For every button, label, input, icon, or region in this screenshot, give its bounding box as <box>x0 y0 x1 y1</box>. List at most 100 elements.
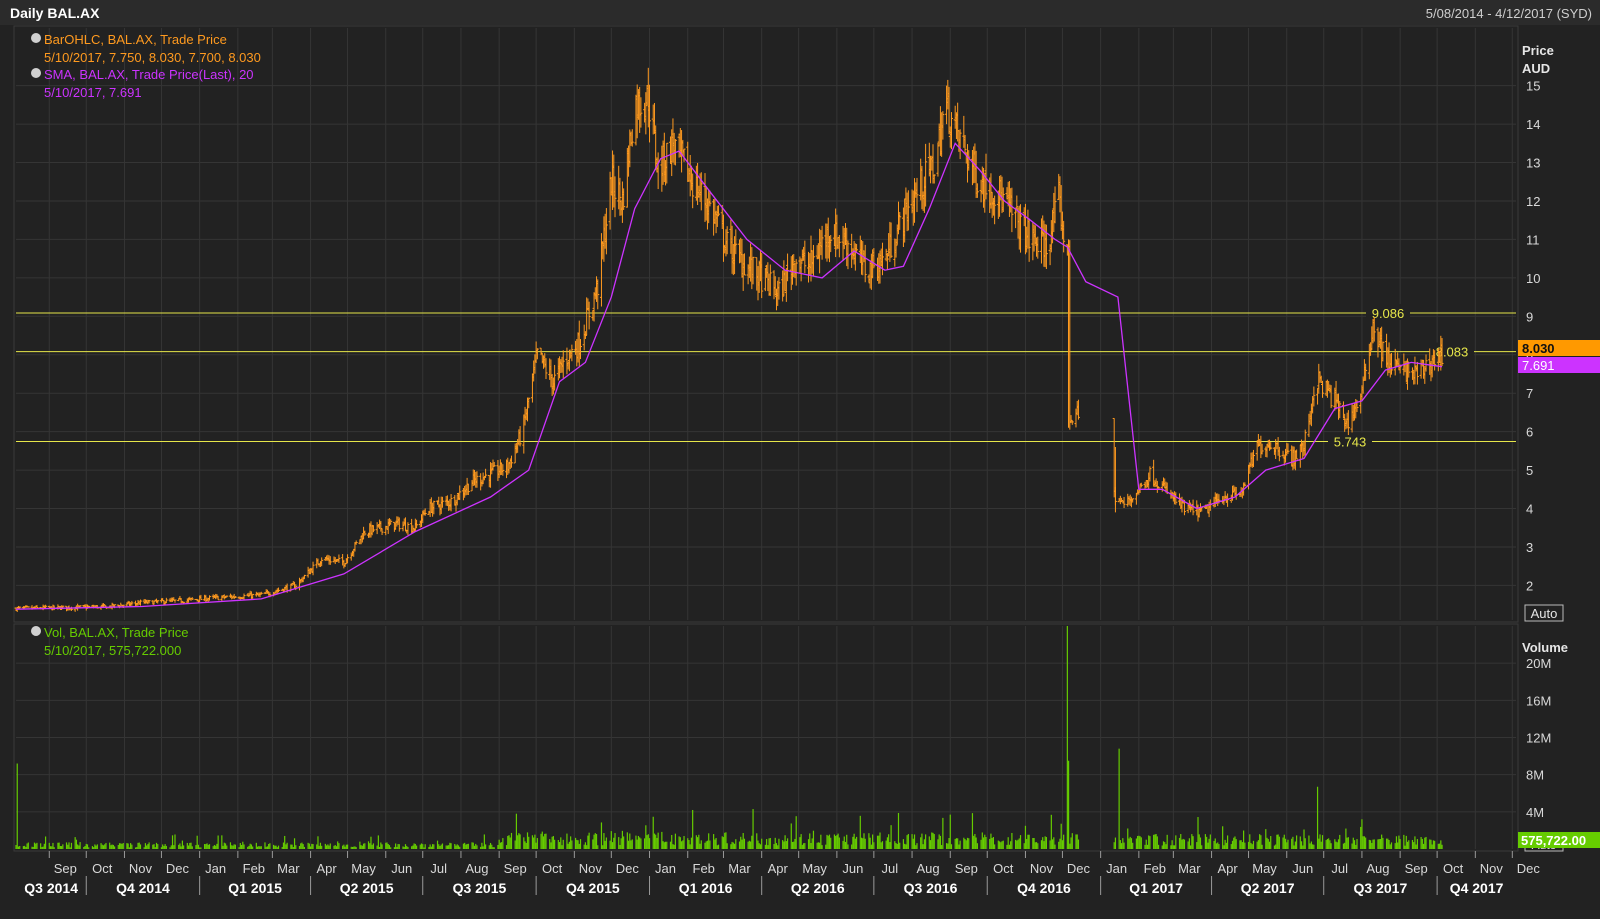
quarter-label: Q3 2014 <box>24 880 78 896</box>
price-tick-label: 2 <box>1526 578 1533 593</box>
volume-tick-label: 12M <box>1526 731 1551 746</box>
price-tick-label: 15 <box>1526 79 1540 94</box>
quarter-label: Q4 2016 <box>1017 880 1071 896</box>
month-label: Jun <box>391 861 412 876</box>
volume-axis-title: Volume <box>1522 640 1568 655</box>
volume-tick-label: 4M <box>1526 805 1544 820</box>
month-label: Dec <box>1067 861 1091 876</box>
month-label: Jun <box>1292 861 1313 876</box>
last-volume-tag-text: 575,722.00 <box>1521 833 1586 848</box>
vol-legend-icon[interactable] <box>31 626 41 636</box>
volume-tick-label: 16M <box>1526 693 1551 708</box>
sma-legend-title: SMA, BAL.AX, Trade Price(Last), 20 <box>44 67 254 82</box>
price-tick-label: 6 <box>1526 425 1533 440</box>
month-label: Nov <box>579 861 603 876</box>
month-label: Nov <box>1030 861 1054 876</box>
horizontal-level-label: 9.086 <box>1372 306 1405 321</box>
month-label: Jul <box>1331 861 1348 876</box>
price-tick-label: 9 <box>1526 309 1533 324</box>
price-auto-label: Auto <box>1531 606 1558 621</box>
month-label: Aug <box>465 861 488 876</box>
quarter-label: Q1 2017 <box>1129 880 1183 896</box>
quarter-label: Q4 2014 <box>116 880 170 896</box>
volume-bars <box>15 626 1443 849</box>
month-label: May <box>351 861 376 876</box>
price-tick-label: 4 <box>1526 502 1533 517</box>
date-range: 5/08/2014 - 4/12/2017 (SYD) <box>1426 6 1592 21</box>
month-label: May <box>1252 861 1277 876</box>
month-label: Dec <box>1517 861 1541 876</box>
ohlc-legend-icon[interactable] <box>31 33 41 43</box>
month-label: Apr <box>768 861 789 876</box>
quarter-label: Q2 2016 <box>791 880 845 896</box>
month-label: Feb <box>243 861 265 876</box>
last-volume-tag <box>1518 832 1600 848</box>
last-price-tag-text: 8.030 <box>1522 341 1555 356</box>
quarter-label: Q3 2015 <box>453 880 507 896</box>
month-label: Oct <box>993 861 1014 876</box>
x-axis-ticks: Sep Oct Nov Dec Jan Feb Mar Apr May Jun Jul Aug Sep O… <box>24 851 1540 896</box>
price-tick-label: 14 <box>1526 117 1540 132</box>
month-label: Feb <box>693 861 715 876</box>
price-axis-ticks: 23456789101112131415 <box>1526 79 1540 594</box>
month-label: May <box>802 861 827 876</box>
month-label: Apr <box>316 861 337 876</box>
month-label: Sep <box>54 861 77 876</box>
sma-legend-values: 5/10/2017, 7.691 <box>44 85 142 100</box>
price-tick-label: 12 <box>1526 194 1540 209</box>
quarter-label: Q3 2017 <box>1354 880 1408 896</box>
sma-layer <box>15 142 1443 610</box>
last-sma-tag-text: 7.691 <box>1522 358 1555 373</box>
month-label: Oct <box>92 861 113 876</box>
month-label: Jul <box>430 861 447 876</box>
price-tick-label: 10 <box>1526 271 1540 286</box>
volume-tick-label: 8M <box>1526 768 1544 783</box>
horizontal-level-label: 5.743 <box>1334 435 1367 450</box>
ohlc-legend-values: 5/10/2017, 7.750, 8.030, 7.700, 8.030 <box>44 50 261 65</box>
quarter-label: Q4 2015 <box>566 880 620 896</box>
last-price-tag <box>1518 340 1600 356</box>
price-bars <box>14 67 1444 613</box>
horizontal-level-label-bg <box>1328 432 1372 449</box>
month-label: Jun <box>842 861 863 876</box>
month-label: Nov <box>1480 861 1504 876</box>
price-tick-label: 3 <box>1526 540 1533 555</box>
horizontal-level-label-bg <box>1366 304 1410 321</box>
sma-line <box>15 142 1443 610</box>
last-sma-tag <box>1518 357 1600 373</box>
month-label: Aug <box>916 861 939 876</box>
month-label: Apr <box>1217 861 1238 876</box>
month-label: Jan <box>655 861 676 876</box>
title-bar <box>0 0 1600 25</box>
month-label: Jan <box>1106 861 1127 876</box>
grid-lines <box>16 28 1516 849</box>
month-label: Mar <box>1178 861 1201 876</box>
quarter-label: Q3 2016 <box>904 880 958 896</box>
month-label: Nov <box>129 861 153 876</box>
quarter-label: Q1 2015 <box>228 880 282 896</box>
price-axis-unit: AUD <box>1522 61 1550 76</box>
quarter-label: Q1 2016 <box>679 880 733 896</box>
month-label: Mar <box>728 861 751 876</box>
sma-legend-icon[interactable] <box>31 68 41 78</box>
month-label: Sep <box>955 861 978 876</box>
month-label: Jan <box>205 861 226 876</box>
month-label: Jul <box>882 861 899 876</box>
month-label: Sep <box>504 861 527 876</box>
chart-title: Daily BAL.AX <box>10 5 100 21</box>
ohlc-legend-title: BarOHLC, BAL.AX, Trade Price <box>44 32 227 47</box>
month-label: Oct <box>542 861 563 876</box>
price-axis-title: Price <box>1522 43 1554 58</box>
month-label: Feb <box>1144 861 1166 876</box>
month-label: Dec <box>166 861 190 876</box>
price-panel <box>13 25 1519 623</box>
quarter-label: Q2 2015 <box>340 880 394 896</box>
month-label: Mar <box>277 861 300 876</box>
month-label: Dec <box>616 861 640 876</box>
price-tick-label: 5 <box>1526 463 1533 478</box>
price-auto-button[interactable] <box>1524 604 1564 622</box>
vol-legend-title: Vol, BAL.AX, Trade Price <box>44 625 189 640</box>
vol-legend-values: 5/10/2017, 575,722.000 <box>44 643 181 658</box>
